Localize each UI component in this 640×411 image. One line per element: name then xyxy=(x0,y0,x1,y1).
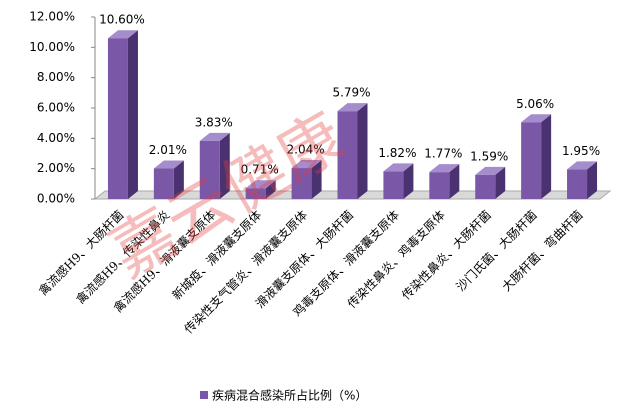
data-label: 1.77% xyxy=(424,147,462,161)
bar xyxy=(107,38,128,199)
y-tick-label: 10.00% xyxy=(29,40,75,54)
bar-side xyxy=(587,161,598,199)
bar-side xyxy=(541,114,552,199)
bar xyxy=(567,169,588,199)
bar xyxy=(521,122,542,199)
y-tick-label: 6.00% xyxy=(37,101,75,115)
data-label: 1.59% xyxy=(470,149,508,163)
bar-top xyxy=(567,161,598,170)
bar-top xyxy=(107,30,138,39)
bar-side xyxy=(449,164,460,199)
y-tick-label: 4.00% xyxy=(37,131,75,145)
bar-top xyxy=(521,114,552,123)
y-tick-label: 8.00% xyxy=(37,70,75,84)
bar-side xyxy=(265,180,276,199)
bar-side xyxy=(127,30,138,199)
y-tick-label: 0.00% xyxy=(37,192,75,206)
bar-top xyxy=(291,160,322,169)
legend-label: 疾病混合感染所占比例（%） xyxy=(212,388,367,403)
bar xyxy=(199,140,220,199)
bar-top xyxy=(245,180,276,189)
data-label: 0.71% xyxy=(241,163,279,177)
bar-top xyxy=(383,163,414,172)
bar-side xyxy=(495,166,506,199)
bar xyxy=(383,171,404,199)
bar xyxy=(337,111,358,199)
legend-swatch xyxy=(200,391,208,399)
data-label: 5.06% xyxy=(516,97,554,111)
y-tick-label: 12.00% xyxy=(29,10,75,24)
data-label: 1.82% xyxy=(378,146,416,160)
bar-side xyxy=(403,163,414,199)
bar xyxy=(475,174,496,199)
bar-top xyxy=(429,164,460,173)
bar-side xyxy=(357,103,368,199)
data-label: 1.95% xyxy=(562,144,600,158)
bar xyxy=(153,168,174,199)
bar xyxy=(291,168,312,199)
data-label: 5.79% xyxy=(332,86,370,100)
bar xyxy=(245,188,266,199)
data-label: 3.83% xyxy=(195,115,233,129)
data-label: 2.01% xyxy=(149,143,187,157)
y-tick-label: 2.00% xyxy=(37,161,75,175)
bar-side xyxy=(219,132,230,199)
bar-top xyxy=(475,166,506,175)
bar-top xyxy=(199,132,230,141)
bar-side xyxy=(311,160,322,199)
data-label: 10.60% xyxy=(99,13,145,27)
data-label: 2.04% xyxy=(287,143,325,157)
bar-top xyxy=(337,103,368,112)
bar-top xyxy=(153,160,184,169)
bar xyxy=(429,172,450,199)
bar-side xyxy=(173,160,184,199)
